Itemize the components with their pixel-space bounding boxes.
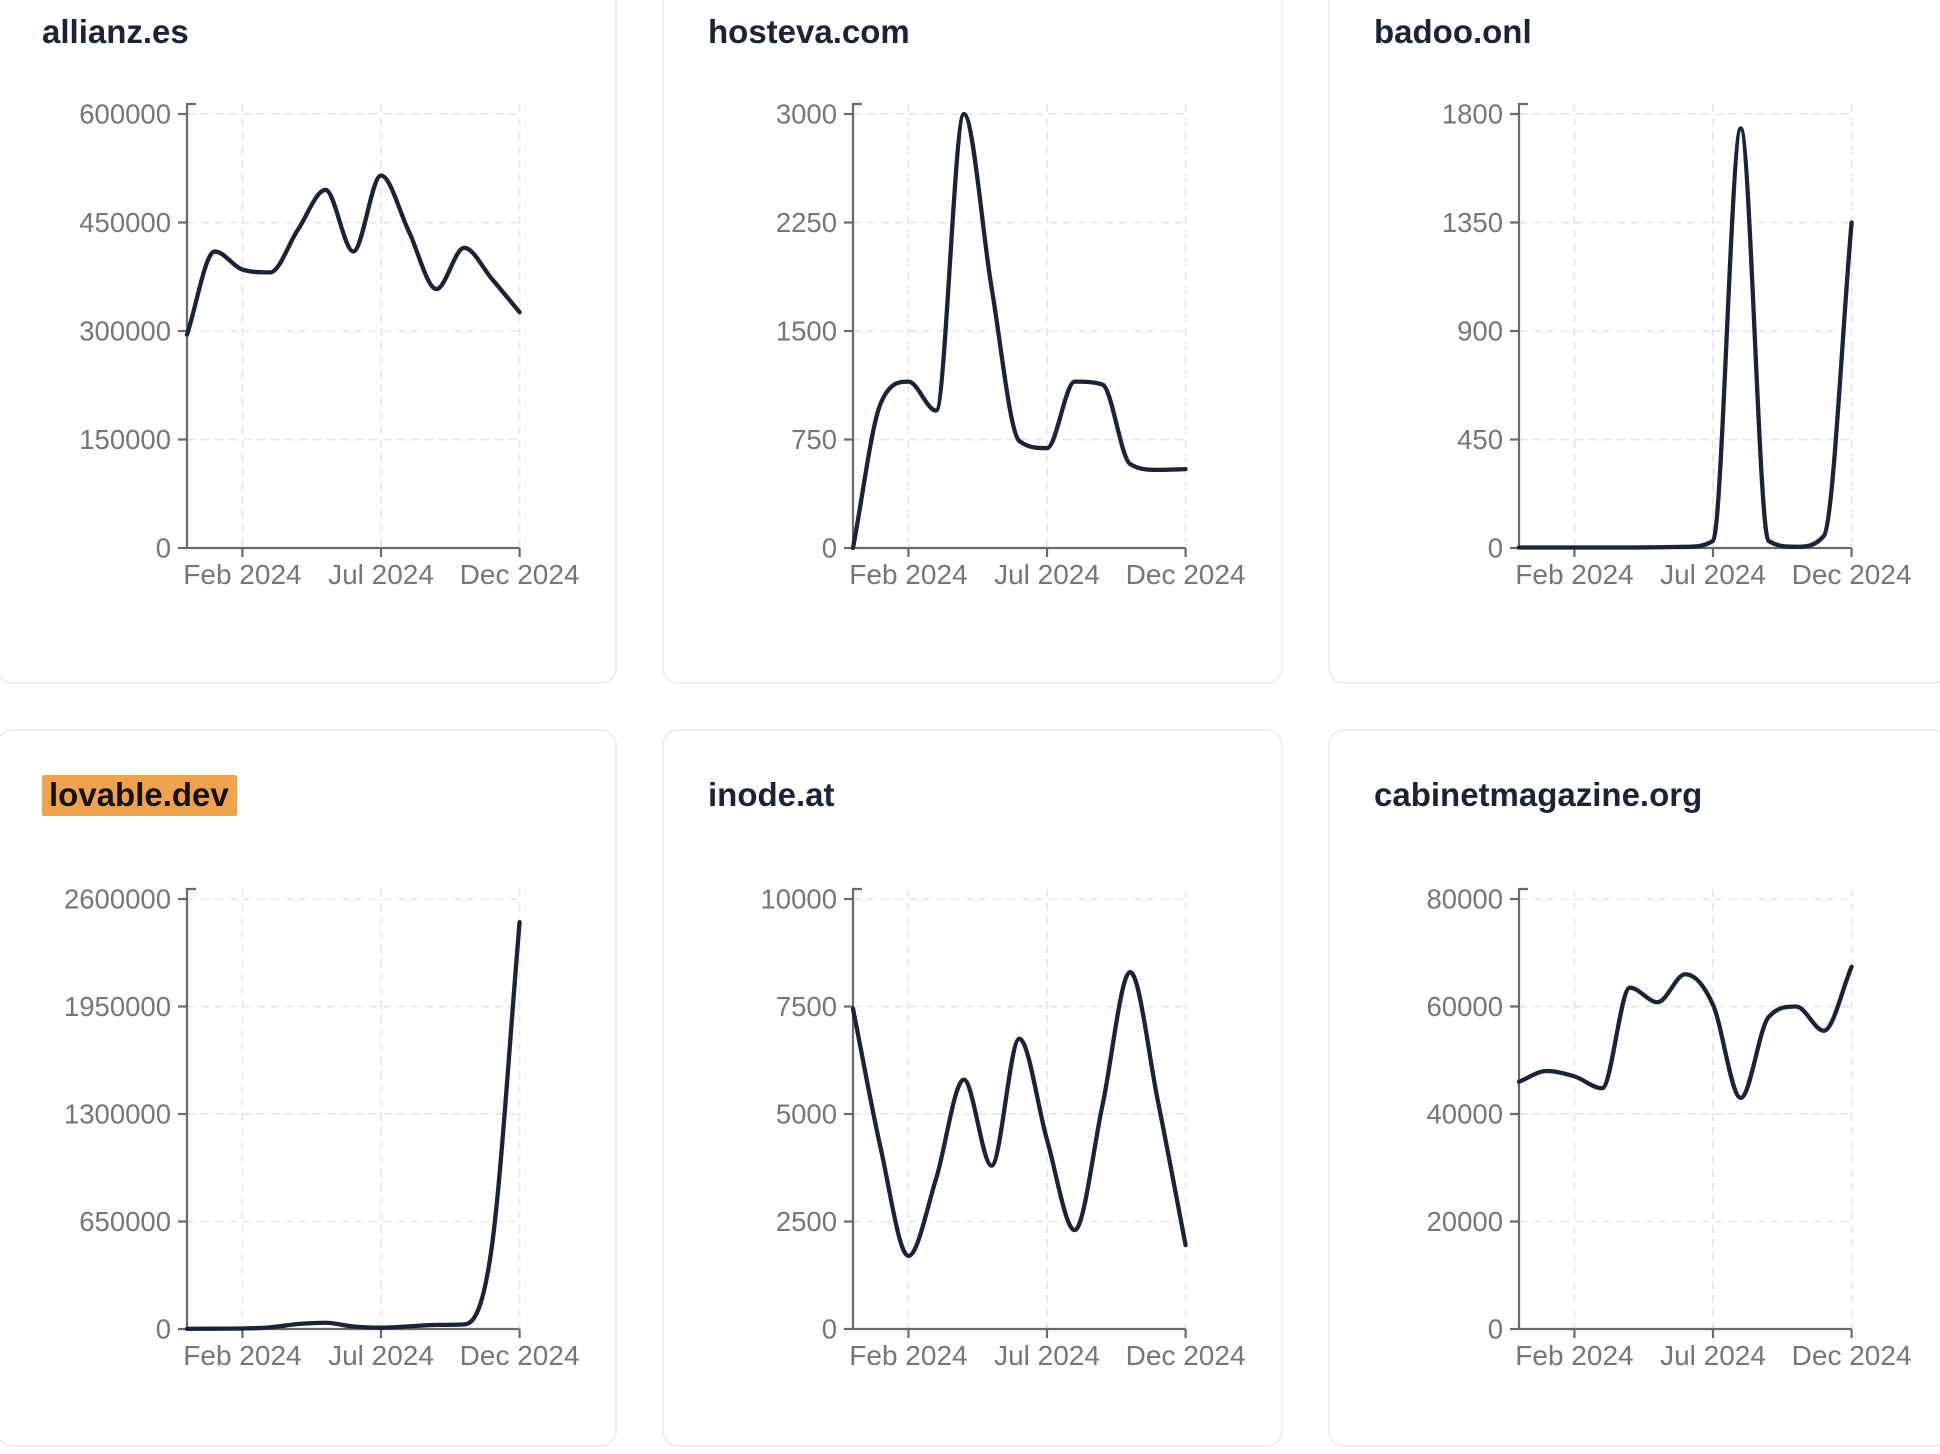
y-tick-label: 300000 (79, 316, 171, 347)
y-tick-label: 0 (1488, 1314, 1503, 1345)
series-line (1516, 964, 1854, 1101)
domain-label: allianz.es (42, 13, 189, 50)
series-line (850, 111, 1188, 551)
x-tick-label: Dec 2024 (460, 1340, 580, 1371)
y-tick-label: 750 (791, 424, 837, 455)
y-tick-label: 1950000 (64, 991, 171, 1022)
chart-title: hosteva.com (708, 12, 910, 52)
x-tick-label: Jul 2024 (994, 1340, 1100, 1371)
y-tick-label: 10000 (761, 884, 837, 915)
chart-title: badoo.onl (1374, 12, 1532, 52)
y-tick-label: 450 (1457, 424, 1503, 455)
chart-canvas: 0 750 1500 2250 3000 Feb 2024 Jul 2024 Dec 2024 (776, 99, 1246, 591)
series-line (184, 920, 522, 1331)
chart-card: lovable.dev 0 650000 1300000 1950000 2600000… (0, 729, 617, 1447)
y-tick-label: 2250 (776, 207, 837, 238)
axis-lines (1517, 102, 1852, 550)
chart-title: lovable.dev (42, 775, 237, 816)
series-line (184, 173, 522, 337)
y-tick-label: 5000 (776, 1099, 837, 1130)
x-tick-label: Feb 2024 (1515, 1340, 1633, 1371)
y-tick-label: 0 (156, 533, 171, 564)
line-chart: 0 750 1500 2250 3000 Feb 2024 Jul 2024 Dec 2024 (664, 0, 1285, 691)
line-chart: 0 650000 1300000 1950000 2600000 Feb 2024 Jul … (0, 731, 619, 1454)
y-tick-label: 0 (822, 1314, 837, 1345)
chart-card: badoo.onl 0 450 900 1350 1800 Feb 2024 Jul 202… (1328, 0, 1940, 684)
y-tick-label: 2500 (776, 1206, 837, 1237)
y-tick-label: 150000 (79, 424, 171, 455)
y-tick-label: 600000 (79, 99, 171, 130)
x-tick-label: Dec 2024 (460, 559, 580, 590)
chart-canvas: 0 450 900 1350 1800 Feb 2024 Jul 2024 Dec 2024 (1442, 99, 1912, 591)
chart-card: cabinetmagazine.org 0 20000 40000 60000 8000… (1328, 729, 1940, 1447)
y-tick-label: 1350 (1442, 207, 1503, 238)
axis-lines (851, 887, 1186, 1331)
y-tick-label: 1500 (776, 316, 837, 347)
x-tick-label: Feb 2024 (849, 1340, 967, 1371)
series-line (850, 969, 1188, 1259)
domain-label: cabinetmagazine.org (1374, 776, 1703, 813)
x-tick-label: Dec 2024 (1126, 559, 1246, 590)
y-tick-label: 0 (822, 533, 837, 564)
y-tick-label: 40000 (1427, 1099, 1503, 1130)
line-chart: 0 450 900 1350 1800 Feb 2024 Jul 2024 Dec 2024 (1330, 0, 1940, 691)
x-tick-label: Jul 2024 (1660, 1340, 1766, 1371)
x-tick-label: Feb 2024 (1515, 559, 1633, 590)
domain-label: inode.at (708, 776, 835, 813)
chart-canvas: 0 2500 5000 7500 10000 Feb 2024 Jul 2024 Dec 20… (761, 884, 1246, 1372)
series-line (1516, 126, 1854, 550)
x-tick-label: Dec 2024 (1792, 1340, 1912, 1371)
chart-card: hosteva.com 0 750 1500 2250 3000 Feb 2024 Jul … (662, 0, 1283, 684)
line-chart: 0 20000 40000 60000 80000 Feb 2024 Jul 2024 Dec… (1330, 731, 1940, 1454)
chart-canvas: 0 650000 1300000 1950000 2600000 Feb 2024 Jul … (64, 884, 580, 1372)
y-tick-label: 1300000 (64, 1099, 171, 1130)
y-tick-label: 7500 (776, 991, 837, 1022)
chart-canvas: 0 150000 300000 450000 600000 Feb 2024 Jul 202… (79, 99, 580, 591)
x-tick-label: Dec 2024 (1792, 559, 1912, 590)
axis-lines (1517, 887, 1852, 1331)
x-tick-label: Jul 2024 (328, 559, 434, 590)
y-tick-label: 0 (1488, 533, 1503, 564)
y-tick-label: 650000 (79, 1206, 171, 1237)
axis-lines (185, 887, 520, 1331)
x-tick-label: Feb 2024 (183, 1340, 301, 1371)
y-tick-label: 3000 (776, 99, 837, 130)
y-tick-label: 20000 (1427, 1206, 1503, 1237)
x-tick-label: Feb 2024 (849, 559, 967, 590)
y-tick-label: 2600000 (64, 884, 171, 915)
chart-card: inode.at 0 2500 5000 7500 10000 Feb 2024 Jul 2… (662, 729, 1283, 1447)
x-tick-label: Jul 2024 (994, 559, 1100, 590)
x-tick-label: Dec 2024 (1126, 1340, 1246, 1371)
x-tick-label: Feb 2024 (183, 559, 301, 590)
x-tick-label: Jul 2024 (1660, 559, 1766, 590)
chart-canvas: 0 20000 40000 60000 80000 Feb 2024 Jul 2024 Dec… (1427, 884, 1912, 1372)
y-tick-label: 1800 (1442, 99, 1503, 130)
line-chart: 0 2500 5000 7500 10000 Feb 2024 Jul 2024 Dec 20… (664, 731, 1285, 1454)
y-tick-label: 80000 (1427, 884, 1503, 915)
chart-title: allianz.es (42, 12, 189, 52)
y-tick-label: 450000 (79, 207, 171, 238)
chart-title: inode.at (708, 775, 835, 815)
axis-lines (185, 102, 520, 550)
y-tick-label: 60000 (1427, 991, 1503, 1022)
line-chart: 0 150000 300000 450000 600000 Feb 2024 Jul 202… (0, 0, 619, 691)
y-tick-label: 0 (156, 1314, 171, 1345)
x-tick-label: Jul 2024 (328, 1340, 434, 1371)
chart-title: cabinetmagazine.org (1374, 775, 1702, 815)
y-tick-label: 900 (1457, 316, 1503, 347)
domain-label: hosteva.com (708, 13, 910, 50)
axis-lines (851, 102, 1186, 550)
domain-label: badoo.onl (1374, 13, 1532, 50)
chart-card: allianz.es 0 150000 300000 450000 600000 Feb … (0, 0, 617, 684)
domain-label-highlighted: lovable.dev (42, 775, 237, 816)
